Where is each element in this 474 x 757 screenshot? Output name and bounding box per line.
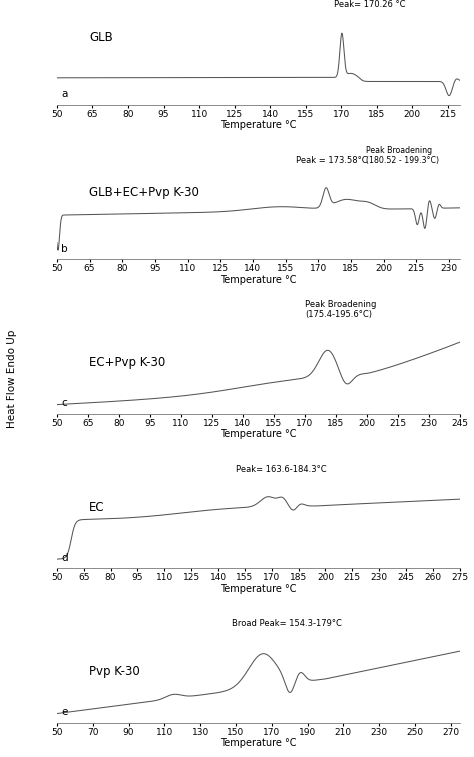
Text: EC+Pvp K-30: EC+Pvp K-30 [89, 356, 165, 369]
Text: Peak = 173.58°C: Peak = 173.58°C [296, 156, 368, 165]
Text: Peak Broadening
(175.4-195.6°C): Peak Broadening (175.4-195.6°C) [305, 300, 376, 319]
Text: b: b [61, 244, 67, 254]
Text: GLB+EC+Pvp K-30: GLB+EC+Pvp K-30 [89, 185, 199, 198]
Text: Peak= 170.26 °C: Peak= 170.26 °C [334, 1, 406, 10]
Text: Peak Broadening
(180.52 - 199.3°C): Peak Broadening (180.52 - 199.3°C) [366, 145, 439, 165]
X-axis label: Temperature °C: Temperature °C [220, 584, 297, 593]
Text: c: c [61, 398, 67, 408]
X-axis label: Temperature °C: Temperature °C [220, 429, 297, 439]
Text: EC: EC [89, 501, 105, 514]
Text: Broad Peak= 154.3-179°C: Broad Peak= 154.3-179°C [232, 619, 342, 628]
Text: Heat Flow Endo Up: Heat Flow Endo Up [7, 329, 17, 428]
Text: Pvp K-30: Pvp K-30 [89, 665, 140, 678]
Text: d: d [61, 553, 67, 563]
Text: a: a [61, 89, 67, 99]
X-axis label: Temperature °C: Temperature °C [220, 120, 297, 130]
X-axis label: Temperature °C: Temperature °C [220, 275, 297, 285]
X-axis label: Temperature °C: Temperature °C [220, 738, 297, 748]
Text: Peak= 163.6-184.3°C: Peak= 163.6-184.3°C [236, 465, 327, 474]
Text: GLB: GLB [89, 31, 113, 44]
Text: e: e [61, 707, 67, 718]
